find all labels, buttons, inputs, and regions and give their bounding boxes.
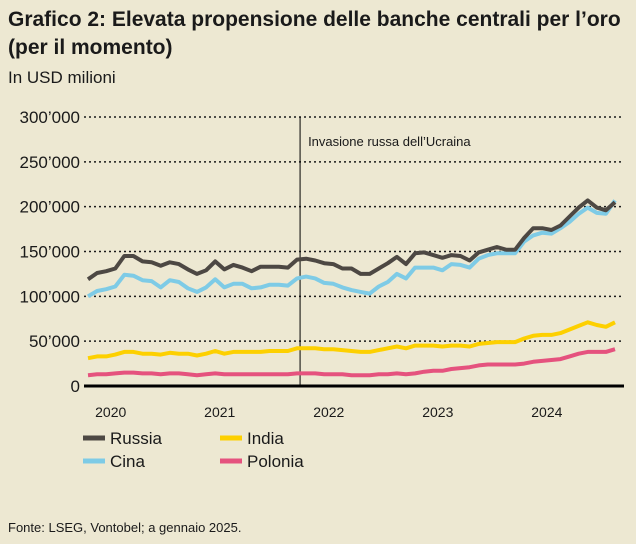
legend-label: India <box>247 429 284 448</box>
gridlines <box>84 116 624 342</box>
annotation-label: Invasione russa dell’Ucraina <box>308 134 471 149</box>
y-axis-ticks: 0 50’000 100’000 150’000 200’000 250’000 300’0… <box>19 108 80 396</box>
y-tick-label: 0 <box>71 377 80 396</box>
x-tick-label: 2023 <box>422 404 453 420</box>
series-line-polonia <box>87 347 616 378</box>
series-line-cina <box>86 199 617 299</box>
y-tick-label: 100’000 <box>19 287 80 306</box>
legend: Russia Cina India Polonia <box>83 429 304 471</box>
annotation: Invasione russa dell’Ucraina <box>299 117 471 386</box>
legend-item-russia: Russia <box>83 429 163 448</box>
series-line-india <box>87 320 616 361</box>
x-tick-label: 2022 <box>313 404 344 420</box>
legend-label: Cina <box>110 452 146 471</box>
y-tick-label: 150’000 <box>19 243 80 262</box>
series-line-russia <box>86 198 617 281</box>
y-tick-label: 200’000 <box>19 198 80 217</box>
legend-item-india: India <box>220 429 284 448</box>
x-tick-label: 2024 <box>531 404 562 420</box>
y-tick-label: 250’000 <box>19 153 80 172</box>
x-axis-ticks: 2020 2021 2022 2023 2024 <box>95 404 562 420</box>
series-lines <box>86 198 617 378</box>
source-note: Fonte: LSEG, Vontobel; a gennaio 2025. <box>8 520 242 535</box>
x-tick-label: 2021 <box>204 404 235 420</box>
legend-label: Polonia <box>247 452 304 471</box>
legend-label: Russia <box>110 429 163 448</box>
chart-title: Grafico 2: Elevata propensione delle ban… <box>8 8 621 59</box>
legend-item-polonia: Polonia <box>220 452 304 471</box>
chart-subtitle: In USD milioni <box>8 68 116 87</box>
y-tick-label: 50’000 <box>29 332 80 351</box>
legend-item-cina: Cina <box>83 452 146 471</box>
y-tick-label: 300’000 <box>19 108 80 127</box>
x-tick-label: 2020 <box>95 404 126 420</box>
